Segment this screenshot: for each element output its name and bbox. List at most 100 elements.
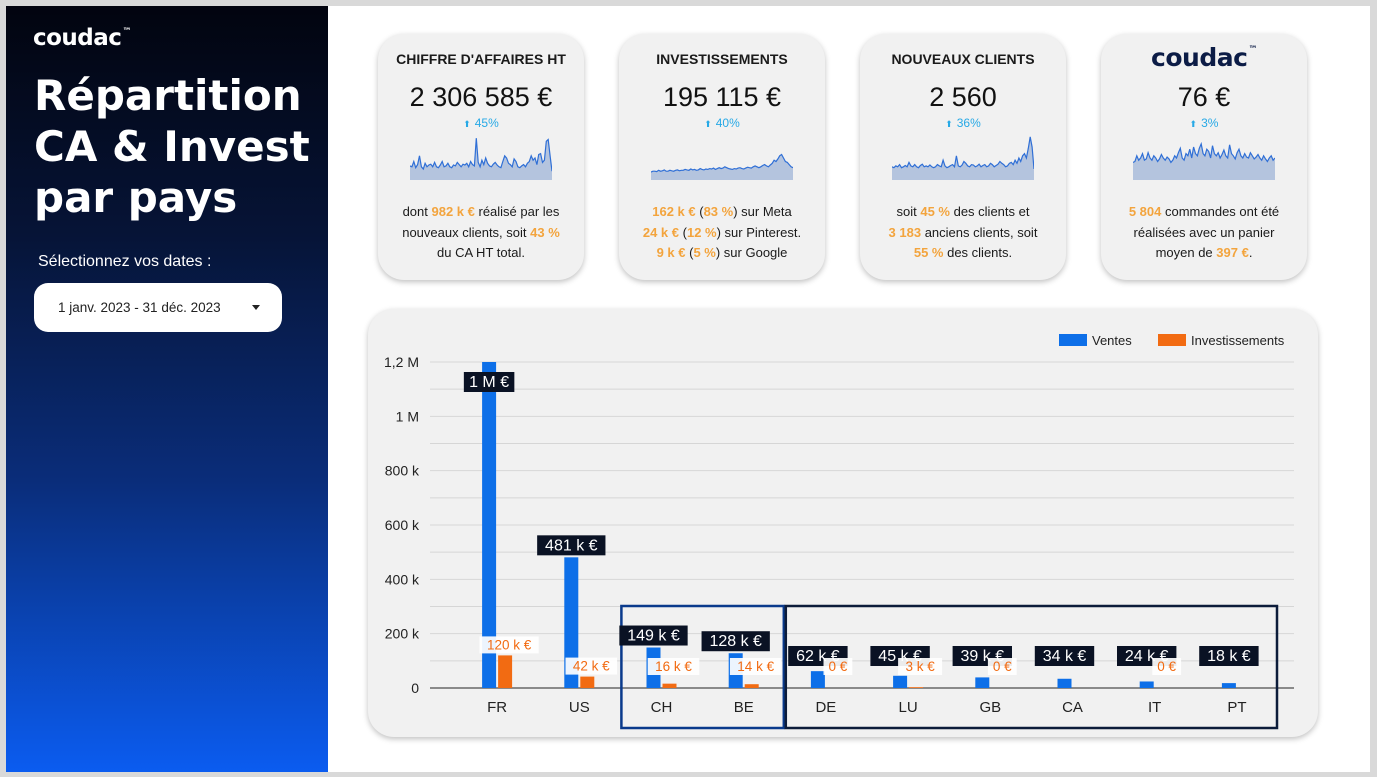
- data-label-text: 0 €: [829, 659, 848, 674]
- kpi-delta: ⬆ 45%: [463, 116, 499, 130]
- legend-swatch: [1059, 334, 1087, 346]
- bar-ventes-de[interactable]: [810, 671, 825, 688]
- bar-ventes-us[interactable]: [564, 557, 579, 688]
- bar-investissements-fr[interactable]: [498, 655, 513, 688]
- description-text: des clients et: [949, 204, 1030, 219]
- kpi-description-line: dont 982 k € réalisé par les: [386, 202, 576, 223]
- kpi-card-revenue: CHIFFRE D'AFFAIRES HT 2 306 585 € ⬆ 45% d…: [378, 34, 584, 280]
- x-tick-label: PT: [1227, 699, 1246, 716]
- kpi-title: CHIFFRE D'AFFAIRES HT: [396, 51, 566, 67]
- bar-ventes-pt[interactable]: [1221, 683, 1236, 688]
- data-label-ventes: 481 k €: [537, 535, 606, 556]
- x-tick-label: US: [569, 699, 590, 716]
- data-label-ventes: 34 k €: [1034, 646, 1095, 666]
- legend-swatch: [1158, 334, 1186, 346]
- kpi-description: 5 804 commandes ont été réalisées avec un…: [1109, 202, 1299, 264]
- kpi-value: 2 306 585 €: [409, 82, 553, 112]
- date-label: Sélectionnez vos dates :: [38, 253, 212, 270]
- bar-investissements-lu[interactable]: [909, 687, 924, 688]
- data-label-investissements: 16 k €: [647, 658, 700, 675]
- sparkline-area: [410, 138, 552, 180]
- data-label-background: [729, 658, 782, 675]
- highlight-value: 3 183: [888, 224, 922, 240]
- bar-investissements-be[interactable]: [744, 684, 759, 688]
- data-label-background: [537, 535, 606, 556]
- sparkline: [651, 153, 793, 180]
- arrow-up-icon: ⬆: [1189, 119, 1198, 129]
- data-label-text: 149 k €: [627, 628, 680, 645]
- description-text: commandes ont été: [1161, 204, 1280, 219]
- data-label-investissements: 0 €: [987, 658, 1017, 675]
- data-label-background: [898, 658, 943, 675]
- data-label-text: 14 k €: [737, 659, 774, 674]
- description-text: ) sur Meta: [733, 204, 792, 219]
- highlight-value: 982 k €: [431, 204, 475, 219]
- date-range-value: 1 janv. 2023 - 31 déc. 2023: [58, 300, 221, 315]
- highlight-value: 397 €: [1216, 245, 1249, 260]
- kpi-description-line: nouveaux clients, soit 43 %: [386, 223, 576, 244]
- chart-panel: 0 200 k 400 k 600 k 800 k 1 M 1,2 M Ventes Inves…: [368, 309, 1318, 737]
- kpi-description-line: soit 45 % des clients et: [868, 202, 1058, 223]
- description-text: .: [1248, 245, 1253, 260]
- description-text: (: [695, 204, 704, 219]
- kpi-delta: ⬆ 36%: [945, 116, 981, 130]
- kpi-title: NOUVEAUX CLIENTS: [891, 51, 1035, 67]
- data-label-text: 128 k €: [709, 633, 762, 650]
- bar-ventes-ca[interactable]: [1057, 678, 1072, 688]
- highlight-value: 83 %: [703, 204, 734, 219]
- data-label-investissements: 3 k €: [898, 658, 943, 675]
- kpi-card-average-basket: coudac™ 76 € ⬆ 3% 5 804 commandes ont été…: [1101, 34, 1307, 280]
- arrow-up-icon: ⬆: [945, 119, 953, 129]
- description-text: réalisé par les: [474, 204, 560, 219]
- highlight-value: 43 %: [530, 224, 560, 240]
- x-tick-label: DE: [815, 699, 836, 716]
- bar-investissements-ch[interactable]: [662, 683, 677, 688]
- data-label-background: [1152, 658, 1182, 675]
- data-label-ventes: 18 k €: [1199, 646, 1259, 666]
- bar-ventes-gb[interactable]: [975, 677, 990, 688]
- highlight-value: 45 %: [920, 204, 950, 219]
- description-text: du CA HT total.: [437, 245, 525, 260]
- bar-chart: 0 200 k 400 k 600 k 800 k 1 M 1,2 M Ventes Inves…: [384, 333, 1294, 730]
- page-title-line: Répartition: [34, 71, 302, 120]
- data-label-background: [987, 658, 1017, 675]
- data-label-ventes: 1 M €: [463, 372, 515, 392]
- data-label-text: 0 €: [1157, 659, 1176, 674]
- description-text: moyen de: [1155, 245, 1217, 260]
- kpi-description-line: du CA HT total.: [386, 243, 576, 264]
- highlight-value: 12 %: [686, 224, 717, 240]
- y-tick-label: 600 k: [385, 517, 420, 533]
- bar-ventes-lu[interactable]: [893, 675, 908, 688]
- kpi-value: 76 €: [1177, 82, 1231, 112]
- x-tick-label: FR: [487, 699, 507, 716]
- sparkline-line: [651, 153, 793, 173]
- date-range-picker[interactable]: 1 janv. 2023 - 31 déc. 2023: [34, 283, 282, 332]
- group-de-pt-box: [784, 604, 1279, 730]
- kpi-card-new-clients: NOUVEAUX CLIENTS 2 560 ⬆ 36% soit 45 % de…: [860, 34, 1066, 280]
- bar-ventes-it[interactable]: [1139, 681, 1154, 688]
- data-label-background: [463, 372, 515, 392]
- y-tick-label: 0: [411, 680, 419, 696]
- data-label-text: 18 k €: [1207, 648, 1251, 665]
- sparkline-area: [651, 154, 793, 180]
- legend-label[interactable]: Investissements: [1191, 333, 1285, 348]
- bar-ventes-fr[interactable]: [482, 362, 497, 688]
- data-label-background: [1034, 646, 1095, 666]
- data-label-text: 16 k €: [655, 659, 692, 674]
- data-label-text: 120 k €: [487, 637, 532, 652]
- description-text: nouveaux clients, soit: [402, 224, 531, 240]
- kpi-description: 162 k € (83 %) sur Meta 24 k € (12 %) sur…: [627, 202, 817, 264]
- data-label-text: 0 €: [993, 659, 1012, 674]
- kpi-description-line: 5 804 commandes ont été: [1109, 202, 1299, 223]
- data-label-ventes: 149 k €: [619, 625, 688, 646]
- legend-label[interactable]: Ventes: [1092, 333, 1132, 348]
- page-title-line: par pays: [34, 173, 238, 222]
- data-label-investissements: 42 k €: [565, 657, 618, 675]
- arrow-up-icon: ⬆: [704, 119, 712, 129]
- data-label-background: [479, 636, 539, 654]
- description-text: ) sur Pinterest.: [716, 224, 802, 240]
- page-title: Répartition CA & Invest par pays: [34, 70, 324, 223]
- data-label-background: [1199, 646, 1259, 666]
- bar-investissements-us[interactable]: [580, 676, 595, 688]
- highlight-value: 162 k €: [652, 204, 696, 219]
